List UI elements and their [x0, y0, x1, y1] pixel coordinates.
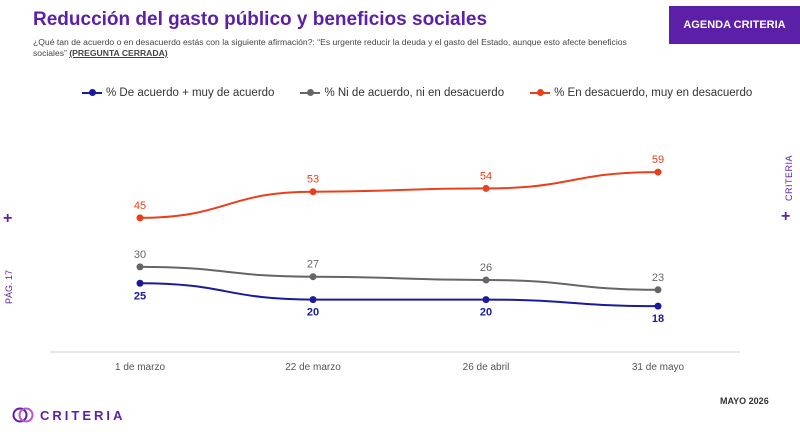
series-line [139, 282, 659, 308]
data-point [136, 279, 144, 287]
data-label: 53 [307, 174, 319, 186]
data-label: 18 [652, 313, 664, 325]
data-label: 45 [134, 200, 146, 212]
x-tick-label: 1 de marzo [115, 362, 165, 373]
data-label: 23 [652, 272, 664, 284]
data-point [309, 273, 317, 281]
data-point [136, 214, 144, 222]
data-point [654, 302, 662, 310]
report-date: MAYO 2026 [720, 396, 769, 406]
side-brand-label: CRITERIA [784, 155, 794, 202]
legend-item-neutral: % Ni de acuerdo, ni en desacuerdo [300, 87, 504, 99]
criteria-logo-icon [12, 407, 34, 423]
logo-text: CRITERIA [40, 407, 126, 423]
question-text: ¿Qué tan de acuerdo o en desacuerdo está… [33, 37, 633, 59]
data-label: 20 [480, 307, 492, 319]
data-label: 26 [480, 262, 492, 274]
data-label: 30 [134, 249, 146, 261]
legend-label-disagree: % En desacuerdo, muy en desacuerdo [554, 87, 753, 99]
data-point [482, 276, 490, 284]
data-label: 27 [307, 259, 319, 271]
criteria-logo: CRITERIA [12, 406, 125, 424]
side-plus-icon: + [781, 208, 791, 225]
data-label: 54 [480, 170, 492, 182]
data-point [136, 263, 144, 271]
chart-legend: % De acuerdo + muy de acuerdo % Ni de ac… [82, 87, 752, 99]
data-point [309, 296, 317, 304]
x-tick-label: 31 de mayo [632, 362, 685, 373]
series-line [139, 265, 659, 291]
page-number: PÁG. 17 [4, 270, 14, 305]
question-tag: (PREGUNTA CERRADA) [69, 48, 168, 58]
data-point [654, 286, 662, 294]
question-body: ¿Qué tan de acuerdo o en desacuerdo está… [33, 37, 627, 58]
legend-label-agree: % De acuerdo + muy de acuerdo [106, 87, 275, 99]
legend-item-agree: % De acuerdo + muy de acuerdo [82, 87, 274, 99]
legend-swatch-disagree [530, 89, 551, 96]
data-point [482, 296, 490, 304]
data-label: 20 [307, 307, 319, 319]
data-point [654, 168, 662, 176]
legend-item-disagree: % En desacuerdo, muy en desacuerdo [530, 87, 752, 99]
page-title: Reducción del gasto público y beneficios… [33, 9, 488, 30]
agenda-criteria-badge: AGENDA CRITERIA [669, 6, 800, 44]
data-point [309, 188, 317, 196]
legend-label-neutral: % Ni de acuerdo, ni en desacuerdo [324, 87, 505, 99]
series-line [139, 171, 659, 219]
legend-swatch-neutral [300, 89, 321, 96]
legend-swatch-agree [82, 89, 102, 96]
x-tick-label: 26 de abril [463, 362, 510, 373]
data-point [482, 184, 490, 192]
data-label: 25 [134, 290, 146, 302]
data-label: 59 [652, 154, 664, 166]
plus-icon: + [3, 210, 13, 227]
x-tick-label: 22 de marzo [285, 362, 341, 373]
